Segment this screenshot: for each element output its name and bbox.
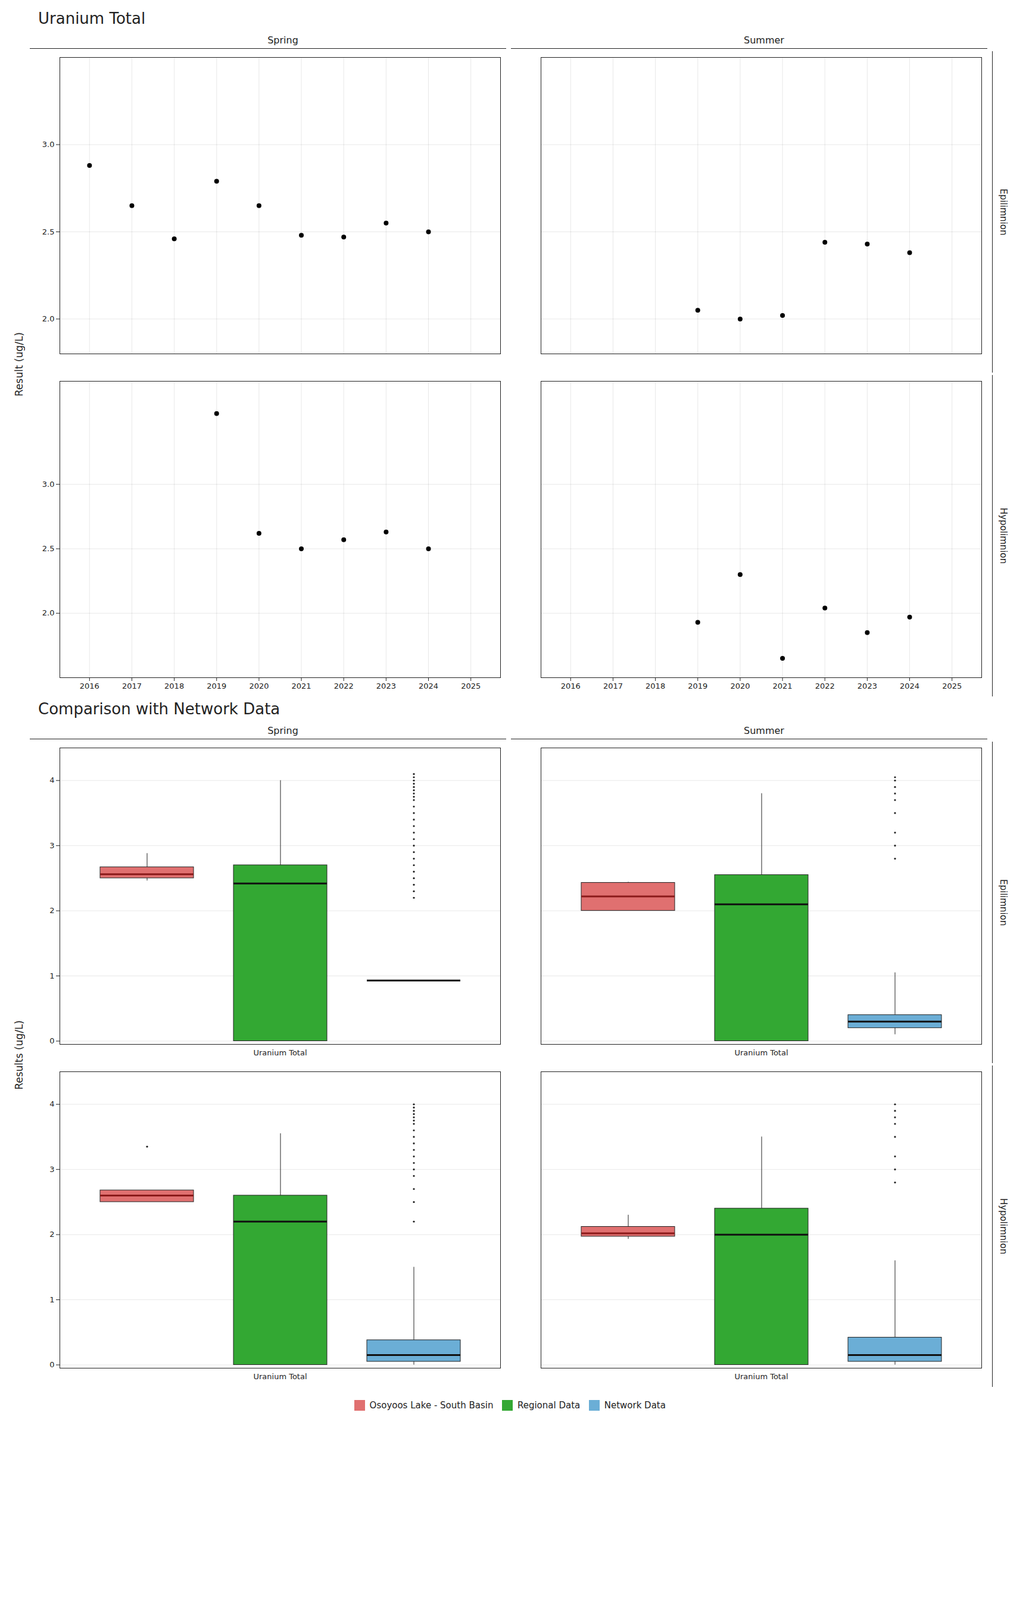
svg-text:4: 4 bbox=[49, 775, 55, 785]
svg-text:2.5: 2.5 bbox=[42, 544, 55, 554]
html-text:Spring: Spring bbox=[267, 725, 299, 737]
svg-text:2025: 2025 bbox=[942, 681, 962, 691]
svg-text:Uranium Total: Uranium Total bbox=[253, 1048, 307, 1058]
svg-text:3: 3 bbox=[49, 1165, 55, 1175]
svg-text:2.5: 2.5 bbox=[42, 227, 55, 237]
html-text:Hypolimnion: Hypolimnion bbox=[997, 507, 1009, 564]
svg-text:2022: 2022 bbox=[334, 681, 354, 691]
svg-text:2.0: 2.0 bbox=[42, 314, 55, 324]
svg-text:2023: 2023 bbox=[376, 681, 396, 691]
svg-text:2020: 2020 bbox=[730, 681, 750, 691]
html-text:Summer: Summer bbox=[743, 34, 785, 46]
svg-text:2: 2 bbox=[49, 1230, 55, 1240]
html-text:Uranium Total: Uranium Total bbox=[38, 9, 146, 28]
html-text:Spring: Spring bbox=[267, 34, 299, 46]
svg-text:2024: 2024 bbox=[418, 681, 439, 691]
svg-text:2021: 2021 bbox=[291, 681, 312, 691]
svg-text:2022: 2022 bbox=[815, 681, 835, 691]
svg-text:Uranium Total: Uranium Total bbox=[253, 1372, 307, 1382]
svg-text:2: 2 bbox=[49, 906, 55, 916]
svg-text:4: 4 bbox=[49, 1099, 55, 1109]
html-text:Comparison with Network Data: Comparison with Network Data bbox=[38, 700, 281, 719]
svg-text:2025: 2025 bbox=[460, 681, 481, 691]
html-text:Epilimnion: Epilimnion bbox=[997, 188, 1009, 236]
html-text:Osoyoos Lake - South Basin: Osoyoos Lake - South Basin bbox=[369, 1400, 494, 1412]
svg-text:2024: 2024 bbox=[899, 681, 920, 691]
html-text:Epilimnion: Epilimnion bbox=[997, 879, 1009, 927]
svg-text:2020: 2020 bbox=[248, 681, 269, 691]
svg-text:2019: 2019 bbox=[687, 681, 708, 691]
svg-text:2018: 2018 bbox=[645, 681, 666, 691]
svg-text:2019: 2019 bbox=[206, 681, 227, 691]
svg-text:3.0: 3.0 bbox=[42, 139, 55, 149]
svg-text:0: 0 bbox=[49, 1036, 55, 1046]
svg-text:Uranium Total: Uranium Total bbox=[734, 1372, 788, 1382]
html-text:Summer: Summer bbox=[743, 725, 785, 737]
svg-text:2018: 2018 bbox=[164, 681, 185, 691]
svg-text:2016: 2016 bbox=[79, 681, 100, 691]
svg-text:2023: 2023 bbox=[857, 681, 878, 691]
svg-text:2017: 2017 bbox=[122, 681, 142, 691]
svg-text:2.0: 2.0 bbox=[42, 608, 55, 618]
svg-text:Uranium Total: Uranium Total bbox=[734, 1048, 788, 1058]
svg-text:2016: 2016 bbox=[560, 681, 581, 691]
html-text:Result (ug/L): Result (ug/L) bbox=[13, 332, 26, 397]
svg-text:2017: 2017 bbox=[603, 681, 623, 691]
html-text:Results (ug/L): Results (ug/L) bbox=[13, 1020, 26, 1090]
svg-text:0: 0 bbox=[49, 1360, 55, 1370]
svg-text:2021: 2021 bbox=[772, 681, 793, 691]
svg-text:1: 1 bbox=[49, 1295, 55, 1305]
html-text:Regional Data: Regional Data bbox=[517, 1400, 581, 1412]
html-text:Hypolimnion: Hypolimnion bbox=[997, 1198, 1009, 1255]
svg-text:3: 3 bbox=[49, 841, 55, 851]
svg-text:1: 1 bbox=[49, 971, 55, 981]
svg-text:3.0: 3.0 bbox=[42, 479, 55, 489]
html-text:Network Data: Network Data bbox=[604, 1400, 666, 1412]
